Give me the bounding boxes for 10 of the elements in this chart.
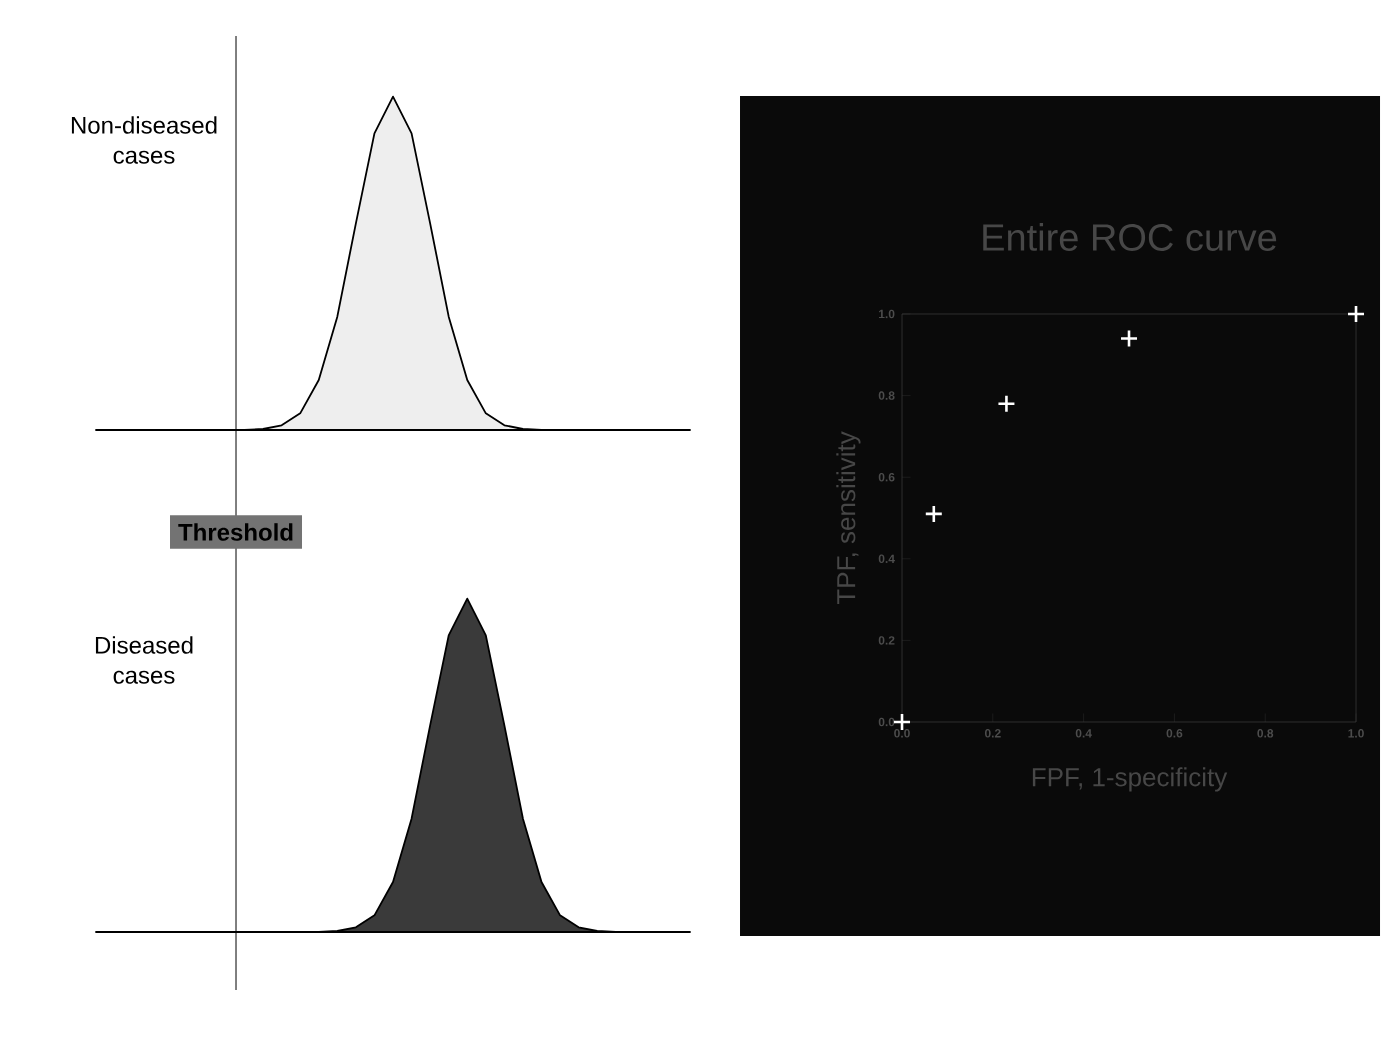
y-axis-title: TPF, sensitivity	[836, 431, 861, 605]
point	[997, 394, 1016, 414]
x-axis-title: FPF, 1-specificity	[1032, 767, 1228, 792]
chart-title: Entire ROC curve	[983, 223, 1277, 251]
point	[1119, 329, 1139, 348]
annotation: Non-diseased cases	[71, 116, 217, 164]
point	[1346, 304, 1366, 324]
point	[924, 504, 944, 524]
annotation: Diseased cases	[95, 636, 193, 684]
text: Threshold	[178, 523, 293, 541]
